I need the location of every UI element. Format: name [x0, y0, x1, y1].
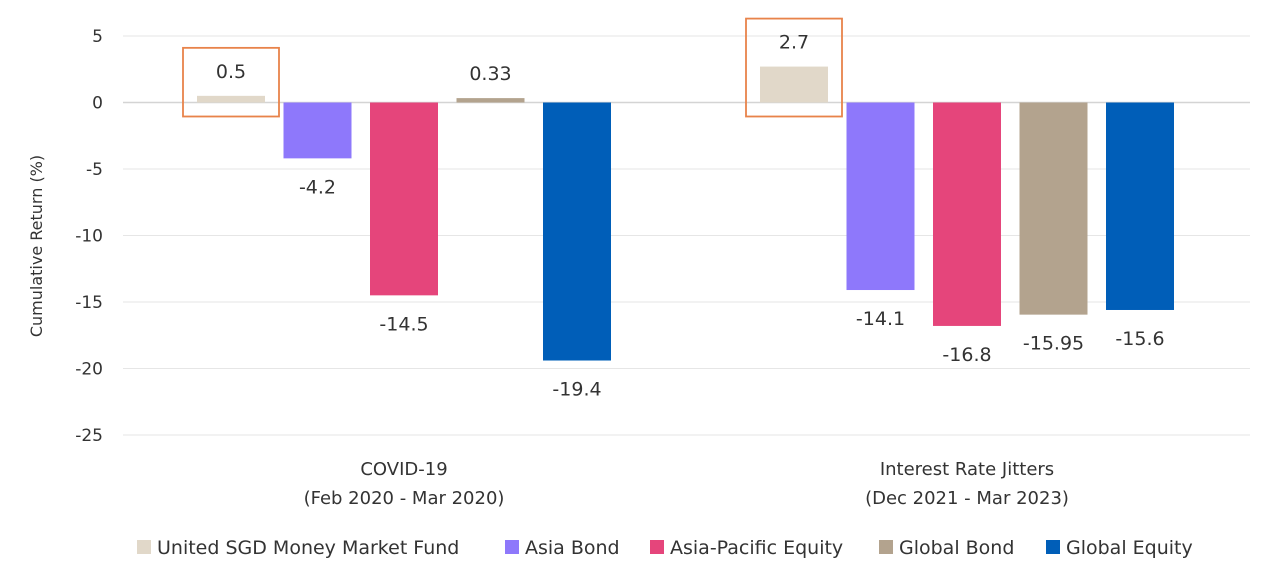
y-tick-label: 0: [92, 94, 103, 114]
y-tick-label: 5: [92, 27, 103, 47]
legend-swatch: [137, 540, 151, 554]
y-tick-label: -5: [86, 160, 103, 180]
legend-swatch: [650, 540, 664, 554]
data-label: 2.7: [779, 32, 809, 54]
legend-swatch: [505, 540, 519, 554]
bar: [846, 102, 915, 291]
y-tick-label: -25: [75, 426, 103, 446]
legend-label: Global Equity: [1066, 537, 1193, 559]
data-label: -15.6: [1115, 328, 1164, 350]
y-tick-label: -15: [75, 293, 103, 313]
y-tick-label: -10: [75, 227, 103, 247]
legend-label: United SGD Money Market Fund: [157, 537, 459, 559]
data-label: -4.2: [299, 176, 336, 198]
highlight-box: [745, 17, 843, 118]
x-axis-categories: COVID-19 (Feb 2020 - Mar 2020) Interest Ra…: [304, 459, 1069, 509]
category-label: Interest Rate Jitters: [880, 459, 1054, 480]
legend-swatch: [1046, 540, 1060, 554]
legend-label: Asia-Pacific Equity: [670, 537, 843, 559]
y-tick-label: -20: [75, 360, 103, 380]
y-axis-label: Cumulative Return (%): [27, 155, 46, 337]
category-label: (Feb 2020 - Mar 2020): [304, 488, 505, 509]
data-label: -16.8: [942, 344, 991, 366]
bar: [370, 102, 438, 296]
bars: 0.5 2.7 -4.2 -14.1 -14.5 -16.8 0.33 -15.95 -19.4…: [182, 17, 1174, 401]
bar: [543, 102, 611, 361]
bar: [1019, 102, 1088, 315]
y-axis-ticks: 5 0 -5 -10 -15 -20 -25: [75, 27, 103, 446]
legend-swatch: [879, 540, 893, 554]
legend-label: Asia Bond: [525, 537, 620, 559]
category-label: COVID-19: [360, 459, 447, 480]
data-label: 0.33: [469, 63, 511, 85]
bar: [283, 102, 352, 159]
data-label: -14.5: [379, 313, 428, 335]
highlight-box: [182, 46, 280, 118]
legend: United SGD Money Market Fund Asia Bond Asi…: [137, 537, 1193, 559]
bar: [197, 95, 265, 103]
data-label: 0.5: [216, 61, 246, 83]
category-label: (Dec 2021 - Mar 2023): [865, 488, 1069, 509]
data-label: -14.1: [856, 308, 905, 330]
bar: [1106, 102, 1174, 310]
bar: [933, 102, 1001, 326]
data-label: -15.95: [1023, 333, 1084, 355]
data-label: -19.4: [552, 379, 601, 401]
bar: [760, 66, 828, 103]
legend-label: Global Bond: [899, 537, 1014, 559]
bar: [456, 98, 525, 103]
